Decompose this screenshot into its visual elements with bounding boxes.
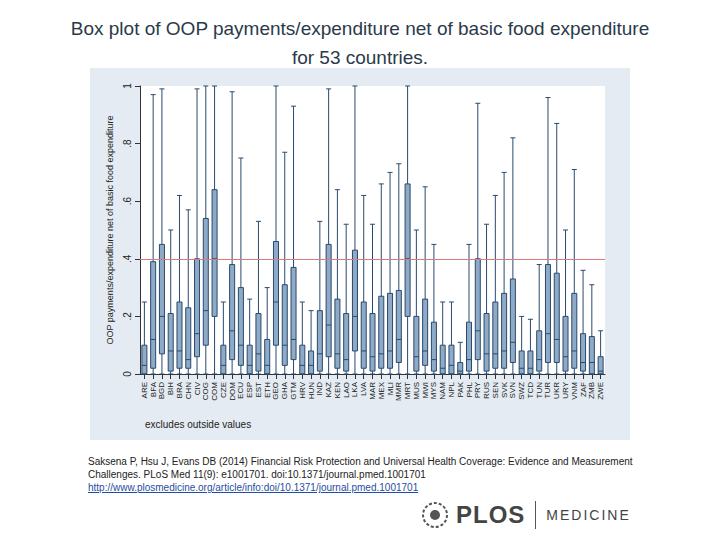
svg-text:TCD: TCD	[526, 382, 535, 399]
html-text:Saksena P, Hsu J, Evans DB (20: Saksena P, Hsu J, Evans DB (2014) Financ…	[88, 456, 633, 467]
svg-text:GHA: GHA	[280, 381, 289, 399]
svg-text:HUN: HUN	[307, 382, 316, 400]
svg-text:LVA: LVA	[359, 381, 368, 396]
svg-text:ARE: ARE	[140, 382, 149, 398]
svg-text:EST: EST	[254, 382, 263, 398]
svg-text:MEX: MEX	[377, 381, 386, 399]
svg-text:COM: COM	[210, 382, 219, 401]
svg-text:IND: IND	[315, 382, 324, 396]
svg-text:MWI: MWI	[421, 382, 430, 398]
svg-text:MYS: MYS	[429, 382, 438, 399]
html-text:http://www.plosmedicine.org/ar: http://www.plosmedicine.org/article/info…	[88, 482, 419, 493]
svg-text:GEO: GEO	[271, 382, 280, 400]
svg-text:URY: URY	[561, 381, 570, 398]
svg-text:NAM: NAM	[438, 382, 447, 400]
svg-text:MLI: MLI	[386, 382, 395, 395]
svg-text:CHN: CHN	[184, 382, 193, 400]
svg-text:TUR: TUR	[543, 382, 552, 399]
svg-text:MRT: MRT	[403, 382, 412, 399]
svg-text:ESP: ESP	[245, 382, 254, 398]
svg-text:CIV: CIV	[193, 381, 202, 395]
svg-text:UKR: UKR	[552, 382, 561, 399]
svg-text:1: 1	[122, 83, 133, 89]
svg-text:ETH: ETH	[263, 382, 272, 398]
svg-text:SEN: SEN	[491, 382, 500, 399]
svg-text:PRY: PRY	[473, 381, 482, 398]
svg-text:BIH: BIH	[166, 382, 175, 396]
html-text:PLOS: PLOS	[456, 501, 526, 528]
html-text:Box plot of OOP payments/expen: Box plot of OOP payments/expenditure net…	[70, 18, 650, 68]
svg-text:BRA: BRA	[175, 381, 184, 398]
svg-text:DOM: DOM	[228, 382, 237, 401]
svg-text:BGD: BGD	[157, 382, 166, 400]
svg-text:CZE: CZE	[219, 382, 228, 398]
svg-text:.8: .8	[122, 139, 133, 148]
svg-text:ZWE: ZWE	[596, 382, 605, 400]
svg-text:OOP payments/expenditure net o: OOP payments/expenditure net of basic fo…	[105, 116, 115, 345]
svg-text:BFA: BFA	[149, 381, 158, 397]
html-text:Challenges. PLoS Med 11(9): e1: Challenges. PLoS Med 11(9): e1001701. do…	[88, 469, 426, 480]
svg-text:.4: .4	[122, 254, 133, 263]
svg-text:RUS: RUS	[482, 382, 491, 399]
svg-text:MUS: MUS	[412, 382, 421, 400]
svg-text:PAK: PAK	[456, 381, 465, 397]
svg-text:excludes outside values: excludes outside values	[145, 419, 251, 430]
svg-text:KAZ: KAZ	[324, 382, 333, 398]
html-text:MEDICINE: MEDICINE	[546, 507, 631, 523]
svg-text:.2: .2	[122, 312, 133, 321]
svg-text:ECU: ECU	[236, 382, 245, 399]
svg-text:HRV: HRV	[298, 381, 307, 398]
svg-text:KEN: KEN	[333, 382, 342, 399]
svg-text:MMR: MMR	[394, 382, 403, 401]
svg-text:0: 0	[122, 371, 133, 377]
svg-text:ZMB: ZMB	[587, 382, 596, 399]
svg-text:SVK: SVK	[500, 381, 509, 398]
svg-text:GTM: GTM	[289, 382, 298, 400]
svg-text:VNM: VNM	[570, 382, 579, 400]
svg-text:PHL: PHL	[465, 381, 474, 397]
svg-text:TUN: TUN	[535, 382, 544, 399]
svg-text:COG: COG	[201, 382, 210, 400]
svg-text:ZAF: ZAF	[579, 382, 588, 397]
svg-text:LKA: LKA	[350, 381, 359, 397]
svg-text:NPL: NPL	[447, 381, 456, 397]
svg-text:.6: .6	[122, 197, 133, 206]
svg-text:MAR: MAR	[368, 382, 377, 400]
svg-text:LAO: LAO	[342, 382, 351, 398]
svg-text:SWZ: SWZ	[517, 382, 526, 400]
svg-text:SVN: SVN	[508, 382, 517, 399]
